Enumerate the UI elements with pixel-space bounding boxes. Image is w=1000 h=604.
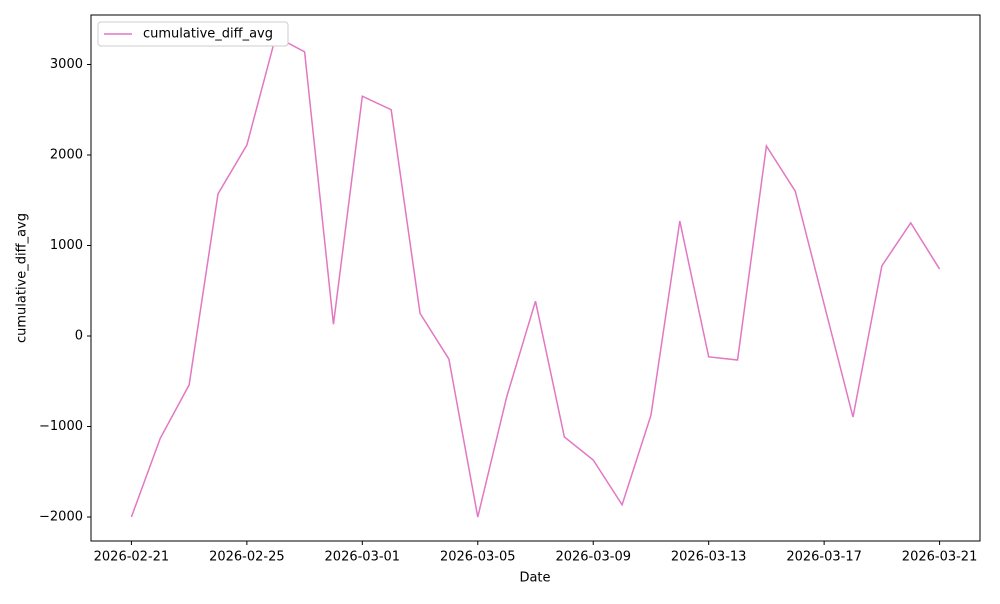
x-tick-label: 2026-03-17 [786,550,862,565]
y-tick-label: 1000 [50,238,83,253]
x-tick-label: 2026-03-01 [325,550,401,565]
legend-label: cumulative_diff_avg [143,27,273,42]
y-tick-label: 0 [75,329,83,344]
x-tick-label: 2026-03-09 [555,550,631,565]
x-tick-label: 2026-02-25 [209,550,285,565]
y-tick-label: −1000 [39,419,83,434]
legend-box [97,21,289,47]
x-tick-label: 2026-03-21 [902,550,978,565]
x-tick-label: 2026-03-13 [671,550,747,565]
plot-frame [90,14,981,542]
x-tick-label: 2026-02-21 [94,550,170,565]
y-tick-label: −2000 [39,510,83,525]
y-axis-label: cumulative_diff_avg [15,213,30,343]
y-tick-label: 2000 [50,148,83,163]
y-tick-label: 3000 [50,57,83,72]
x-tick-label: 2026-03-05 [440,550,516,565]
x-axis-label: Date [519,571,550,586]
data-line [130,35,941,518]
